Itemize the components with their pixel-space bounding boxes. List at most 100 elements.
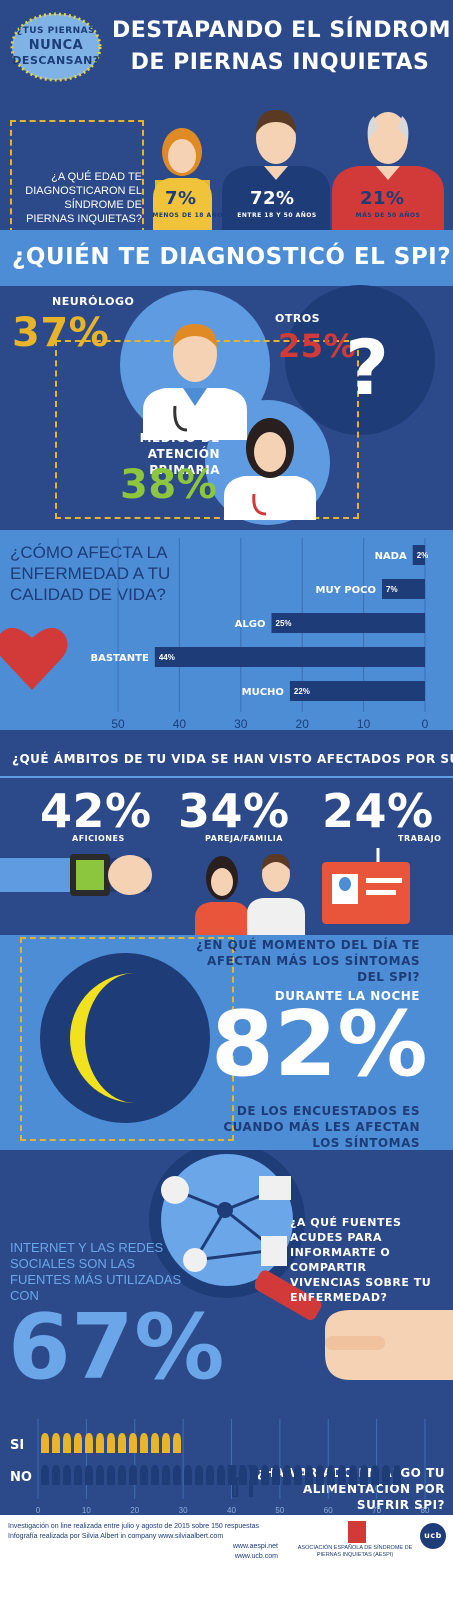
couple-icon [195,854,305,935]
diet-foot-mark [96,1465,104,1485]
quality-value-label: 22% [294,687,310,696]
internet-question: ¿A QUÉ FUENTES ACUDES PARA INFORMARTE O … [290,1216,432,1304]
quality-bar [271,613,425,633]
foot-icon [393,1465,401,1485]
foot-icon [217,1465,225,1485]
quality-section: ¿CÓMO AFECTA LA ENFERMEDAD A TU CALIDAD … [0,530,453,730]
campaign-logo-badge [10,12,102,82]
quality-x-tick: 40 [173,717,187,730]
diet-foot-mark [140,1433,148,1453]
diet-pictogram-chart: 0 10 20 30 40 50 60 70 80 SI NO [10,1419,430,1515]
foot-icon [96,1465,104,1485]
diet-foot-mark [294,1465,302,1485]
id-badge-icon [322,848,410,924]
diet-x-tick: 20 [130,1506,139,1515]
diet-foot-mark [74,1465,82,1485]
diet-foot-mark [250,1465,258,1485]
aespi-logo-mark [348,1521,366,1543]
diet-foot-mark [360,1465,368,1485]
diet-foot-mark [283,1465,291,1485]
foot-icon [294,1465,302,1485]
diet-foot-mark [316,1465,324,1485]
age-adult-label: ENTRE 18 Y 50 AÑOS [237,212,317,219]
others-label: OTROS [275,312,321,325]
diet-foot-mark [52,1433,60,1453]
diet-x-tick: 40 [227,1506,236,1515]
gp-doctor-icon [224,418,316,520]
diet-foot-mark [151,1433,159,1453]
diet-foot-mark [261,1465,269,1485]
age-young-figure [145,120,220,230]
footer-credit: Infografía realizada por Silvia Albert i… [8,1533,224,1540]
age-young-label: MENOS DE 18 AÑOS [152,212,228,219]
footer-url-aespi[interactable]: www.aespi.net [232,1543,278,1550]
quality-value-label: 7% [386,585,398,594]
diet-foot-mark [129,1465,137,1485]
foot-icon [316,1465,324,1485]
diet-foot-mark [305,1465,313,1485]
diet-foot-mark [349,1465,357,1485]
diagnosis-title-bar [0,230,453,286]
diet-category-label: NO [10,1470,32,1485]
aespi-logo-text: ASOCIACIÓN ESPAÑOLA DE SÍNDROME DE PIERN… [297,1545,413,1558]
diagnosis-section: ¿QUIÉN TE DIAGNOSTICÓ EL SPI? NEURÓLOGO … [0,230,453,530]
quality-x-tick: 20 [296,717,310,730]
diet-foot-mark [63,1433,71,1453]
diet-foot-mark [107,1465,115,1485]
campaign-logo-line3: DESCANSAN? [12,54,100,67]
moon-icon [70,973,135,1103]
page-title-line2: DE PIERNAS INQUIETAS [130,50,430,75]
diet-foot-mark [151,1465,159,1485]
foot-icon [349,1465,357,1485]
foot-icon [140,1465,148,1485]
quality-bar-chart: 50 40 30 20 10 0 NADA 2% MUY POCO 7% ALGO 25% BASTAN… [90,538,429,730]
diet-foot-mark [228,1465,236,1485]
foot-icon [272,1465,280,1485]
footer-url-ucb[interactable]: www.ucb.com [234,1553,278,1560]
foot-icon [107,1433,115,1453]
night-answer: DURANTE LA NOCHE [274,989,420,1003]
quality-category-label: NADA [375,551,407,562]
diet-foot-mark [327,1465,335,1485]
night-percent: 82% [211,992,428,1097]
diet-foot-mark [272,1465,280,1485]
diet-foot-mark [206,1465,214,1485]
areas-title-rule [0,776,453,778]
areas-section: ¿QUÉ ÁMBITOS DE TU VIDA SE HAN VISTO AFE… [0,730,453,935]
foot-icon [239,1465,247,1485]
foot-icon [261,1465,269,1485]
gp-percent: 38% [120,462,218,508]
quality-category-label: MUY POCO [316,585,376,596]
foot-icon [96,1433,104,1453]
campaign-logo-line2: NUNCA [28,38,84,53]
quality-category-label: ALGO [235,619,266,630]
diet-foot-mark [107,1433,115,1453]
foot-icon [63,1465,71,1485]
quality-x-tick: 10 [357,717,371,730]
quality-bar [289,681,425,701]
others-percent: 25% [278,327,357,365]
foot-icon [140,1433,148,1453]
diet-x-tick: 70 [372,1506,381,1515]
footer-survey-note: Investigación on line realizada entre ju… [8,1523,259,1530]
foot-icon [228,1465,236,1485]
gp-label: MÉDICO DE ATENCIÓN PRIMARIA [139,431,220,477]
foot-icon [63,1433,71,1453]
neurologist-label: NEURÓLOGO [52,295,135,308]
diet-foot-mark [173,1465,181,1485]
foot-icon [151,1433,159,1453]
night-question: ¿EN QUÉ MOMENTO DEL DÍA TE AFECTAN MÁS L… [196,938,420,984]
foot-icon [85,1433,93,1453]
age-adult-figure [222,100,330,230]
quality-category-label: BASTANTE [90,653,149,664]
question-mark-icon: ? [345,323,390,412]
campaign-logo: ¿TUS PIERNAS NUNCA DESCANSAN? [8,10,104,84]
diet-foot-mark [162,1465,170,1485]
diet-foot-mark [371,1465,379,1485]
night-section: ¿EN QUÉ MOMENTO DEL DÍA TE AFECTAN MÁS L… [0,935,453,1150]
diet-foot-mark [239,1465,247,1485]
quality-category-label: MUCHO [242,687,284,698]
foot-icon [74,1465,82,1485]
diet-foot-mark [41,1433,49,1453]
internet-section: ¿A QUÉ FUENTES ACUDES PARA INFORMARTE O … [0,1150,453,1405]
